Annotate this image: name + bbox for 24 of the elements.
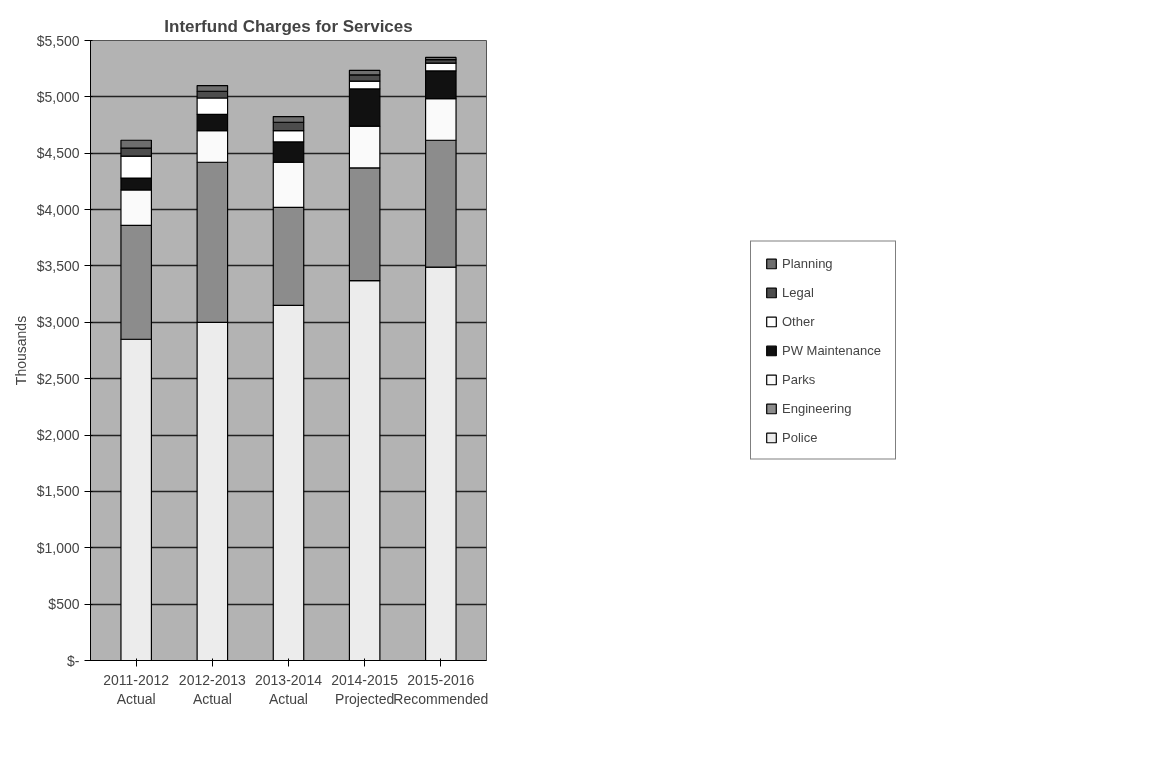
legend-label: Engineering: [782, 400, 852, 416]
y-tick-label: $2,000: [36, 427, 80, 444]
x-tick-label: 2011-2012 Actual: [103, 671, 170, 707]
legend-label: Legal: [782, 284, 814, 300]
y-tick-label: $3,500: [36, 257, 80, 274]
y-tick-label: $5,500: [36, 32, 80, 49]
y-tick-label: $-: [67, 652, 80, 669]
x-tick-label: 2013-2014 Actual: [255, 671, 323, 707]
y-tick-label: $3,000: [36, 314, 80, 331]
y-tick-label: $4,500: [36, 145, 80, 162]
y-axis-title: Thousands: [12, 315, 29, 386]
y-tick-label: $500: [48, 596, 80, 613]
y-tick-label: $1,000: [36, 539, 80, 556]
legend-label: PW Maintenance: [782, 342, 881, 358]
y-tick-label: $4,000: [36, 201, 80, 218]
y-tick-label: $5,000: [36, 88, 80, 105]
y-tick-label: $2,500: [36, 370, 80, 387]
legend-label: Police: [782, 429, 818, 445]
x-tick-label: 2012-2013 Actual: [178, 671, 247, 707]
legend-label: Other: [782, 313, 815, 329]
y-tick-label: $1,500: [36, 483, 80, 500]
chart-title: Interfund Charges for Services: [164, 16, 413, 36]
legend-label: Planning: [782, 255, 833, 271]
legend-label: Parks: [782, 371, 816, 387]
